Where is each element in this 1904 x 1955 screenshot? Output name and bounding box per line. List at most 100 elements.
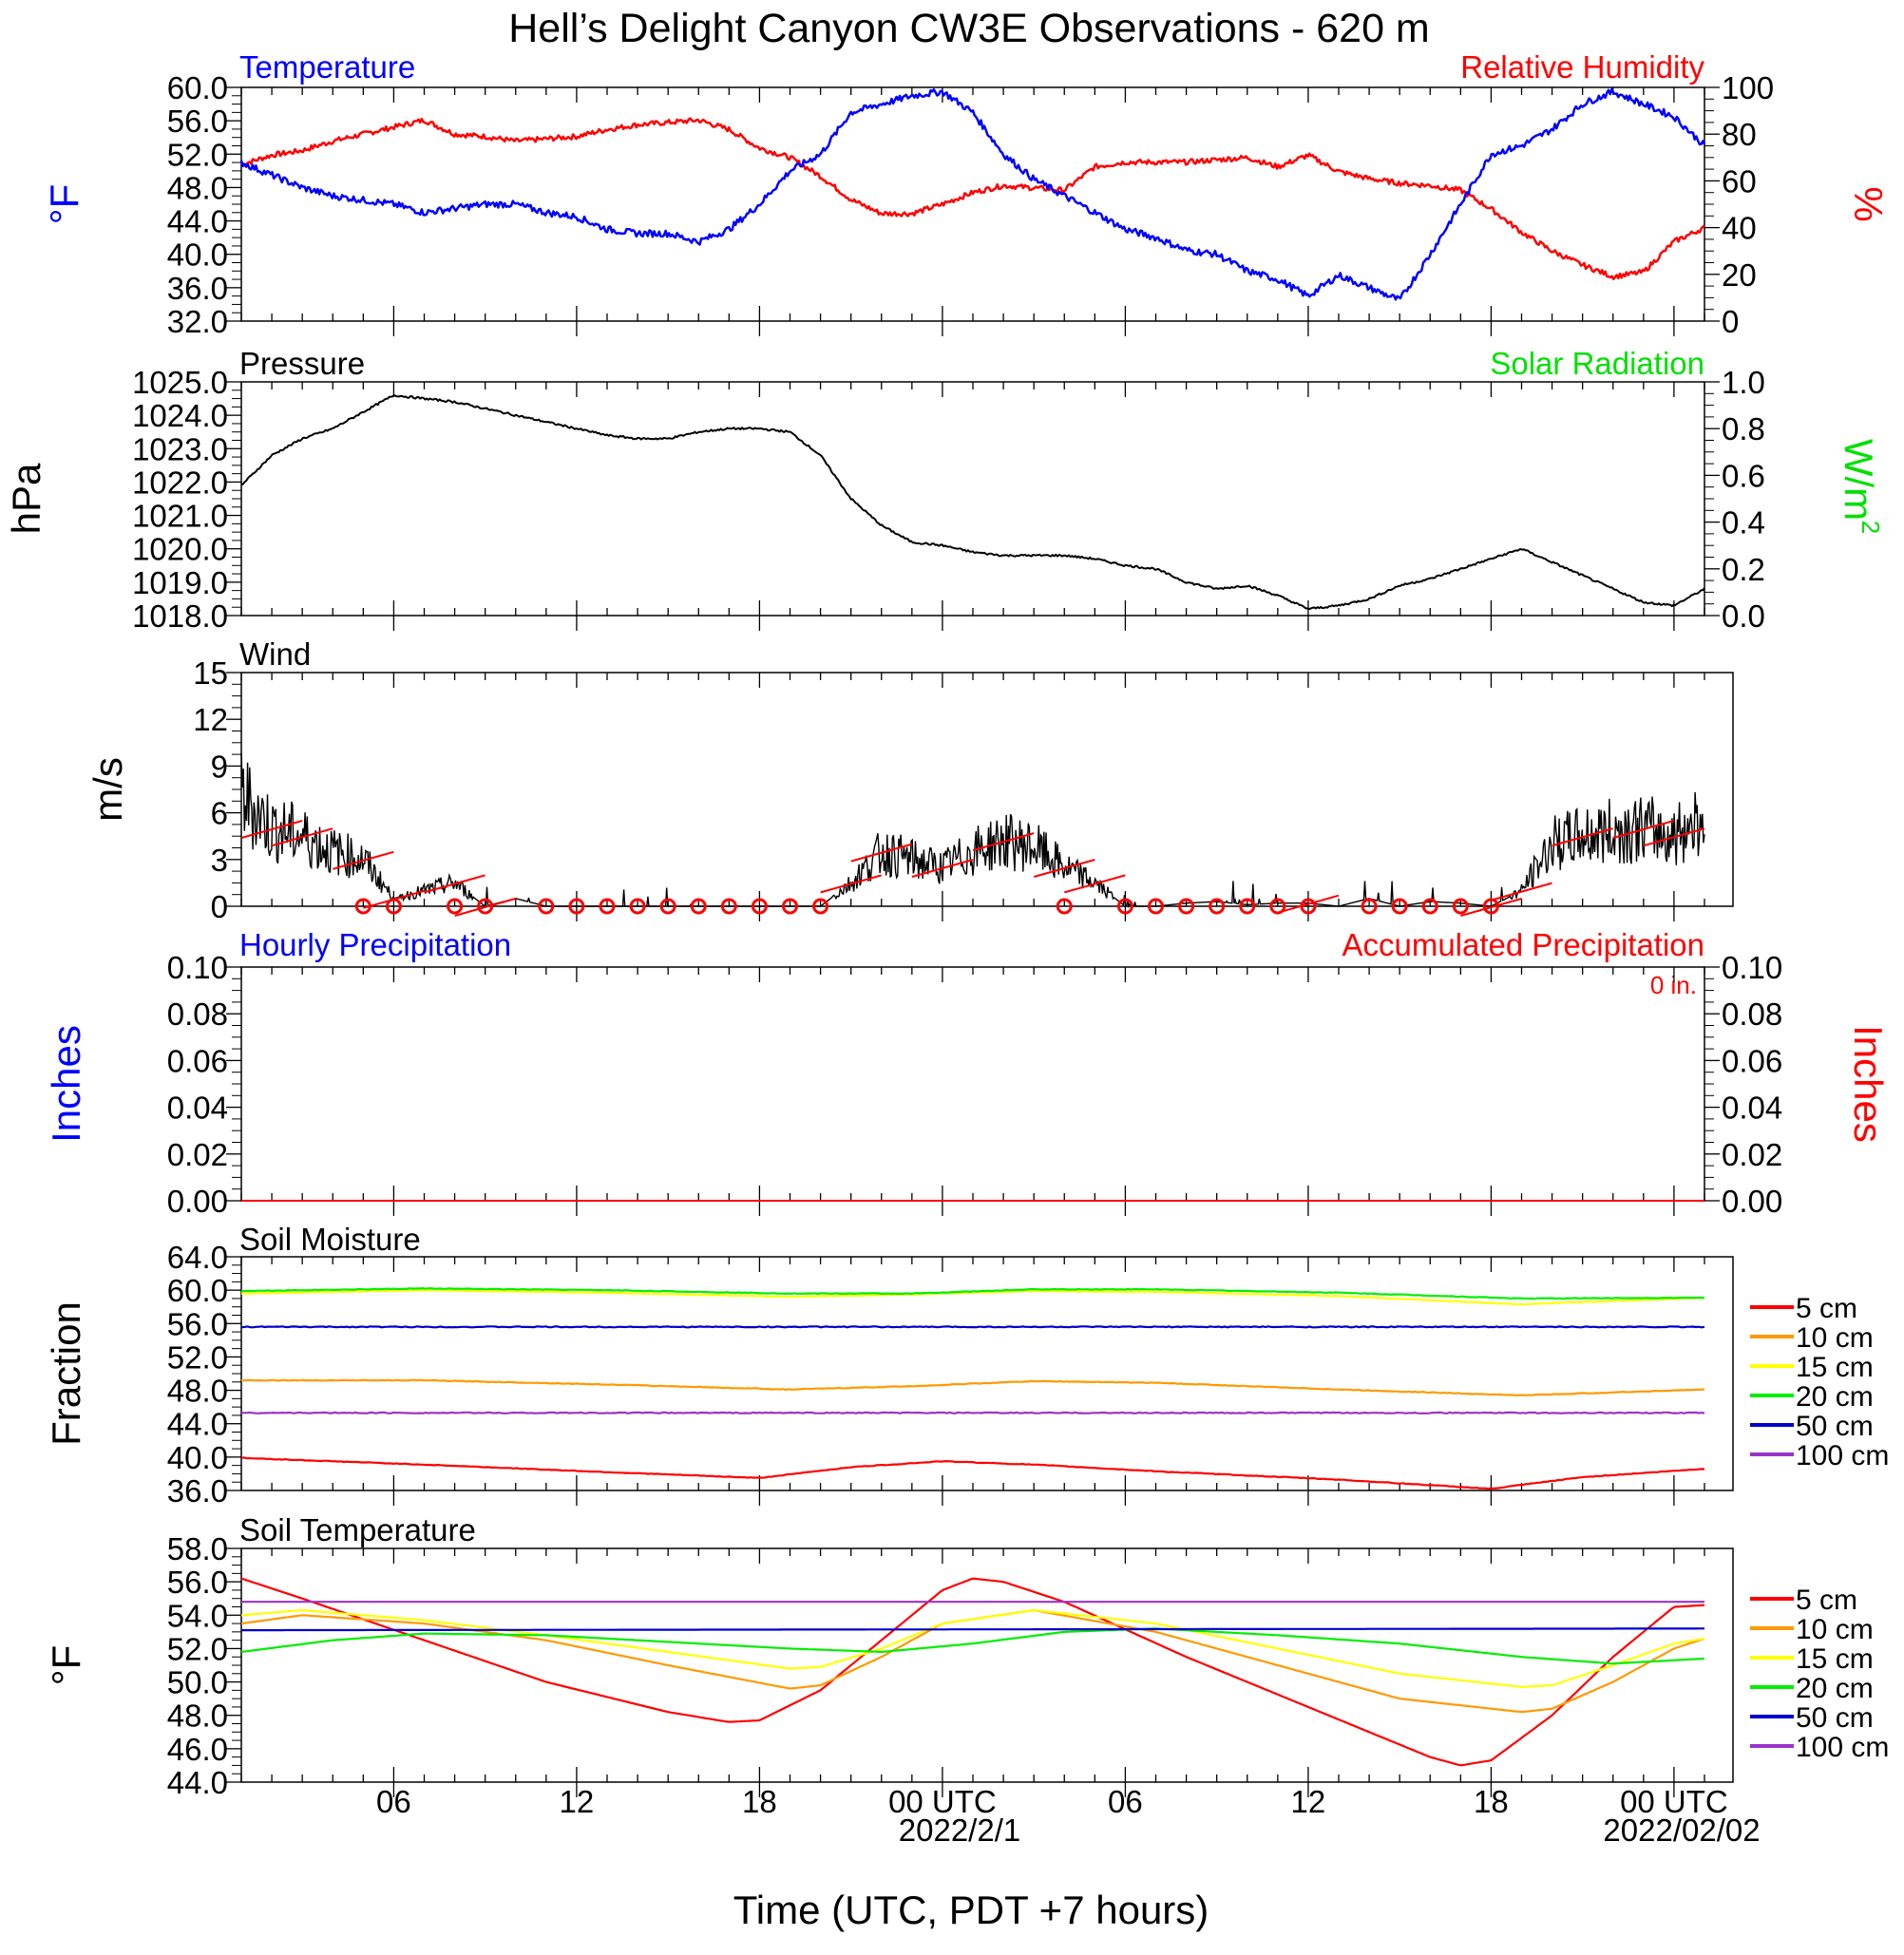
calm-wind-marker xyxy=(354,898,371,915)
pressure-y-tick-label: 1025.0 xyxy=(132,365,228,400)
calm-wind-marker xyxy=(812,898,829,915)
temperature-y-tick-label: 40.0 xyxy=(167,237,228,273)
wind-barb xyxy=(911,859,974,878)
wind-barb xyxy=(820,874,882,894)
calm-wind-marker xyxy=(1178,898,1195,915)
pressure-panel-title: Pressure xyxy=(239,346,365,381)
soil-temperature-legend-label: 5 cm xyxy=(1796,1585,1857,1616)
soil-temperature-y-tick-label: 44.0 xyxy=(167,1765,228,1800)
calm-wind-marker xyxy=(1361,898,1378,915)
temperature-y-tick-label: 32.0 xyxy=(167,304,228,339)
temperature-y-tick-label: 56.0 xyxy=(167,104,228,139)
temperature-unit-label: °F xyxy=(42,184,86,224)
soil-moisture-line-20cm xyxy=(240,1287,1705,1300)
calm-wind-marker xyxy=(690,898,707,915)
precip-left-y-tick-label: 0.04 xyxy=(167,1091,228,1126)
calm-wind-marker xyxy=(538,898,555,915)
calm-wind-marker xyxy=(1269,898,1286,915)
soil-moisture-legend-label: 10 cm xyxy=(1796,1322,1874,1354)
solar-y-tick-label: 0.4 xyxy=(1722,505,1765,541)
calm-wind-marker xyxy=(447,898,464,915)
soil-temperature-line-20cm xyxy=(240,1627,1705,1665)
temperature-y-tick-label: 52.0 xyxy=(167,137,228,172)
temperature-panel-title: Temperature xyxy=(239,49,415,85)
precip-right-y-tick-label: 0.04 xyxy=(1722,1091,1782,1126)
calm-wind-marker xyxy=(751,898,768,915)
soil-moisture-line-5cm xyxy=(241,1456,1705,1490)
solar-unit-superscript: 2 xyxy=(1856,521,1885,534)
soil-temperature-legend-label: 100 cm xyxy=(1796,1732,1889,1763)
wind-y-tick-label: 12 xyxy=(193,702,228,737)
precip-right-y-tick-label: 0.06 xyxy=(1722,1043,1782,1078)
precip-right-unit-label: Inches xyxy=(1846,1025,1891,1143)
humidity-y-tick-label: 80 xyxy=(1722,117,1757,152)
soil-moisture-line-100cm xyxy=(240,1411,1705,1414)
pressure-y-tick-label: 1020.0 xyxy=(132,532,228,567)
wind-barb xyxy=(1552,827,1613,847)
wind-barb xyxy=(1491,882,1552,902)
pressure-line xyxy=(240,394,1705,611)
wind-barb xyxy=(1033,859,1095,878)
calm-wind-marker xyxy=(1421,898,1438,915)
soil-temperature-legend-label: 50 cm xyxy=(1796,1702,1874,1734)
wind-unit-label: m/s xyxy=(86,757,130,822)
chart-title: Hell’s Delight Canyon CW3E Observations … xyxy=(508,6,1430,51)
soil-moisture-line-10cm xyxy=(240,1378,1705,1396)
temperature-y-tick-label: 48.0 xyxy=(167,170,228,205)
precip-right-y-tick-label: 0.00 xyxy=(1722,1184,1782,1219)
soil-moisture-y-tick-label: 40.0 xyxy=(167,1440,228,1475)
tick-labels-layer: 60.056.052.048.044.040.036.032.010080604… xyxy=(132,70,1782,1819)
wind-barb xyxy=(972,832,1035,852)
x-axis-title: Time (UTC, PDT +7 hours) xyxy=(733,1888,1209,1932)
soil-moisture-y-tick-label: 44.0 xyxy=(167,1407,228,1442)
calm-wind-marker xyxy=(782,898,798,915)
calm-wind-marker xyxy=(599,898,616,915)
soil-temperature-legend-label: 10 cm xyxy=(1796,1614,1874,1645)
wind-y-tick-label: 3 xyxy=(211,843,228,878)
wind-barb xyxy=(1612,820,1675,839)
humidity-y-tick-label: 100 xyxy=(1722,70,1774,105)
calm-wind-marker xyxy=(1482,898,1499,915)
soil-temperature-legend-label: 20 cm xyxy=(1796,1673,1874,1704)
x-tick-label: 12 xyxy=(560,1784,595,1819)
calm-wind-marker xyxy=(1391,898,1408,915)
x-tick-label: 18 xyxy=(1474,1784,1509,1819)
temperature-y-tick-label: 44.0 xyxy=(167,204,228,239)
soil-moisture-legend-label: 100 cm xyxy=(1796,1440,1889,1471)
precip-right-y-tick-label: 0.08 xyxy=(1722,996,1782,1032)
date-label-1: 2022/2/1 xyxy=(899,1813,1020,1848)
precip-left-y-tick-label: 0.00 xyxy=(167,1184,228,1219)
soil-moisture-unit-label: Fraction xyxy=(44,1301,88,1446)
precip-left-unit-label: Inches xyxy=(44,1025,88,1143)
calm-wind-marker xyxy=(629,898,646,915)
precip-left-y-tick-label: 0.10 xyxy=(167,950,228,985)
x-tick-label: 06 xyxy=(1108,1784,1143,1819)
precip-left-y-tick-label: 0.08 xyxy=(167,996,228,1032)
calm-wind-marker xyxy=(1209,898,1226,915)
soil-moisture-line-15cm xyxy=(240,1288,1705,1306)
solar-unit-text: W/m xyxy=(1837,439,1881,521)
calm-wind-marker xyxy=(568,898,585,915)
soil-moisture-legend-label: 15 cm xyxy=(1796,1352,1874,1383)
humidity-y-tick-label: 20 xyxy=(1722,257,1757,293)
calm-wind-marker xyxy=(477,898,494,915)
humidity-panel-title: Relative Humidity xyxy=(1460,49,1704,85)
calm-wind-marker xyxy=(385,898,402,915)
calm-wind-marker xyxy=(1239,898,1256,915)
precip-left-y-tick-label: 0.02 xyxy=(167,1137,228,1172)
humidity-y-tick-label: 60 xyxy=(1722,163,1757,199)
wind-panel-title: Wind xyxy=(239,636,311,672)
soil-temperature-panel-title: Soil Temperature xyxy=(239,1512,476,1547)
solar-y-tick-label: 0.0 xyxy=(1722,598,1765,634)
wind-barb xyxy=(1064,874,1126,894)
x-tick-label: 18 xyxy=(742,1784,777,1819)
soil-moisture-legend-label: 50 cm xyxy=(1796,1411,1874,1442)
temperature-line xyxy=(239,87,1706,301)
soil-moisture-y-tick-label: 56.0 xyxy=(167,1306,228,1341)
soil-moisture-y-tick-label: 64.0 xyxy=(167,1240,228,1275)
solar-y-tick-label: 0.2 xyxy=(1722,552,1765,587)
calm-wind-marker xyxy=(1300,898,1317,915)
calm-wind-marker xyxy=(1148,898,1164,915)
